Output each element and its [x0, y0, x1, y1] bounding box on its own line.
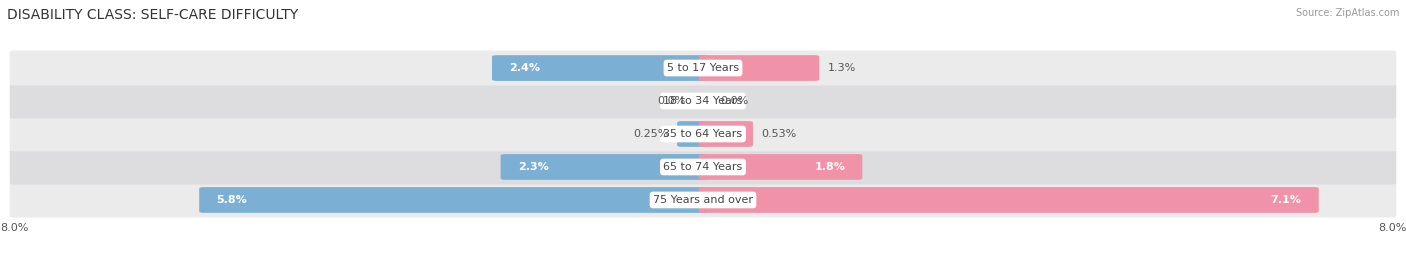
- FancyBboxPatch shape: [501, 154, 707, 180]
- FancyBboxPatch shape: [699, 187, 1319, 213]
- FancyBboxPatch shape: [699, 121, 754, 147]
- FancyBboxPatch shape: [678, 121, 707, 147]
- Text: 1.3%: 1.3%: [828, 63, 856, 73]
- Text: 0.0%: 0.0%: [720, 96, 748, 106]
- Legend: Male, Female: Male, Female: [645, 267, 761, 268]
- Text: 35 to 64 Years: 35 to 64 Years: [664, 129, 742, 139]
- FancyBboxPatch shape: [10, 51, 1396, 85]
- FancyBboxPatch shape: [10, 84, 1396, 118]
- Text: 1.8%: 1.8%: [814, 162, 845, 172]
- FancyBboxPatch shape: [10, 117, 1396, 151]
- Text: 5 to 17 Years: 5 to 17 Years: [666, 63, 740, 73]
- Text: 0.0%: 0.0%: [658, 96, 686, 106]
- Text: 2.3%: 2.3%: [517, 162, 548, 172]
- FancyBboxPatch shape: [492, 55, 707, 81]
- FancyBboxPatch shape: [699, 154, 862, 180]
- Text: DISABILITY CLASS: SELF-CARE DIFFICULTY: DISABILITY CLASS: SELF-CARE DIFFICULTY: [7, 8, 298, 22]
- FancyBboxPatch shape: [200, 187, 707, 213]
- Text: 75 Years and over: 75 Years and over: [652, 195, 754, 205]
- Text: 7.1%: 7.1%: [1271, 195, 1302, 205]
- FancyBboxPatch shape: [10, 150, 1396, 184]
- FancyBboxPatch shape: [10, 183, 1396, 217]
- Text: 2.4%: 2.4%: [509, 63, 540, 73]
- Text: 18 to 34 Years: 18 to 34 Years: [664, 96, 742, 106]
- FancyBboxPatch shape: [699, 55, 820, 81]
- Text: 0.25%: 0.25%: [633, 129, 669, 139]
- Text: Source: ZipAtlas.com: Source: ZipAtlas.com: [1295, 8, 1399, 18]
- Text: 5.8%: 5.8%: [217, 195, 247, 205]
- Text: 65 to 74 Years: 65 to 74 Years: [664, 162, 742, 172]
- Text: 0.53%: 0.53%: [762, 129, 797, 139]
